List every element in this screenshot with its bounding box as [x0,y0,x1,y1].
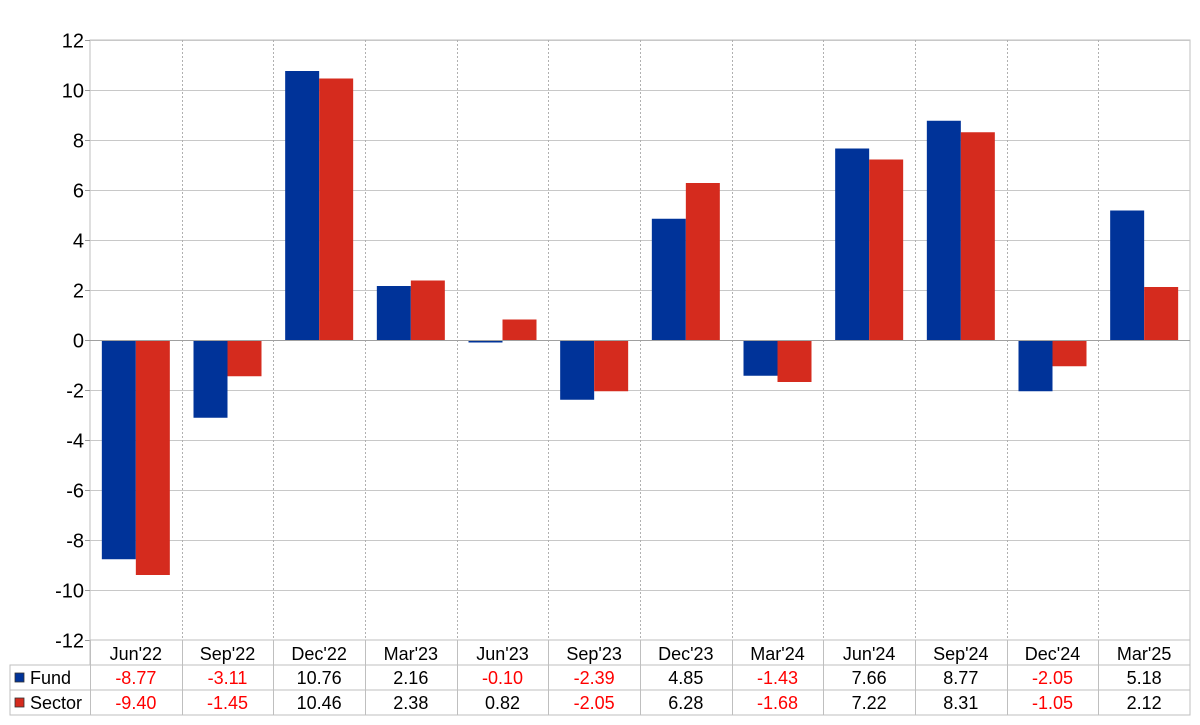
bar-fund [926,120,961,340]
bar-fund [468,340,503,343]
y-tick-label: 2 [73,281,84,303]
data-label-sector: -1.05 [1032,693,1073,713]
data-label-sector: -9.40 [115,693,156,713]
data-label-fund: -0.10 [482,668,523,688]
bar-fund [835,148,870,340]
y-tick-label: -4 [66,431,84,453]
data-label-sector: 2.12 [1127,693,1162,713]
y-tick-label: -10 [55,581,84,603]
bar-sector [1144,287,1179,340]
bar-sector [135,340,170,575]
data-label-fund: -2.39 [574,668,615,688]
bar-sector [685,183,720,340]
legend-label-sector: Sector [30,693,82,713]
y-tick-label: 6 [73,181,84,203]
legend-label-fund: Fund [30,668,71,688]
bar-fund [285,71,320,340]
data-label-fund: 7.66 [852,668,887,688]
x-tick-label: Dec'24 [1025,644,1080,664]
data-label-sector: -1.45 [207,693,248,713]
y-tick-label: -2 [66,381,84,403]
bar-fund [1110,210,1145,340]
y-tick-label: 4 [73,231,84,253]
data-label-sector: 0.82 [485,693,520,713]
x-tick-label: Mar'25 [1117,644,1171,664]
x-tick-label: Dec'23 [658,644,713,664]
data-label-sector: -2.05 [574,693,615,713]
bar-fund [560,340,595,400]
bar-sector [960,132,995,340]
bar-sector [227,340,262,377]
x-tick-label: Mar'24 [750,644,804,664]
x-tick-label: Jun'23 [476,644,528,664]
y-tick-label: 10 [62,81,84,103]
data-label-sector: 8.31 [943,693,978,713]
table-row-sector [9,689,1191,716]
y-tick-label: 12 [62,31,84,53]
x-tick-label: Sep'23 [566,644,622,664]
data-label-fund: 4.85 [668,668,703,688]
x-tick-label: Jun'22 [110,644,162,664]
bar-sector [594,340,629,392]
bar-sector [869,159,904,340]
x-tick-label: Mar'23 [384,644,438,664]
data-label-fund: 5.18 [1127,668,1162,688]
data-label-sector: 2.38 [393,693,428,713]
data-label-sector: 7.22 [852,693,887,713]
data-label-sector: 6.28 [668,693,703,713]
bar-fund [193,340,228,418]
x-tick-label: Sep'22 [200,644,256,664]
data-label-fund: 2.16 [393,668,428,688]
data-label-fund: 8.77 [943,668,978,688]
bar-sector [502,319,537,340]
bar-sector [410,280,445,340]
bar-fund [651,218,686,340]
data-label-fund: -2.05 [1032,668,1073,688]
bar-fund [101,340,136,560]
data-label-fund: -1.43 [757,668,798,688]
y-tick-label: 8 [73,131,84,153]
data-label-fund: 10.76 [297,668,342,688]
data-label-sector: 10.46 [297,693,342,713]
data-label-fund: -3.11 [208,668,248,688]
legend-swatch-fund [14,672,25,683]
bar-fund [743,340,778,376]
legend-swatch-sector [14,697,25,708]
bar-sector [1052,340,1087,367]
data-label-fund: -8.77 [115,668,156,688]
y-tick-label: 0 [73,331,84,353]
x-tick-label: Sep'24 [933,644,989,664]
bar-sector [777,340,812,382]
x-tick-label: Jun'24 [843,644,895,664]
bar-fund [1018,340,1053,392]
bar-fund [376,286,411,340]
x-tick-label: Dec'22 [291,644,346,664]
y-tick-label: -6 [66,481,84,503]
bar-sector [319,78,354,340]
y-tick-label: -12 [55,631,84,653]
y-tick-label: -8 [66,531,84,553]
data-label-sector: -1.68 [757,693,798,713]
